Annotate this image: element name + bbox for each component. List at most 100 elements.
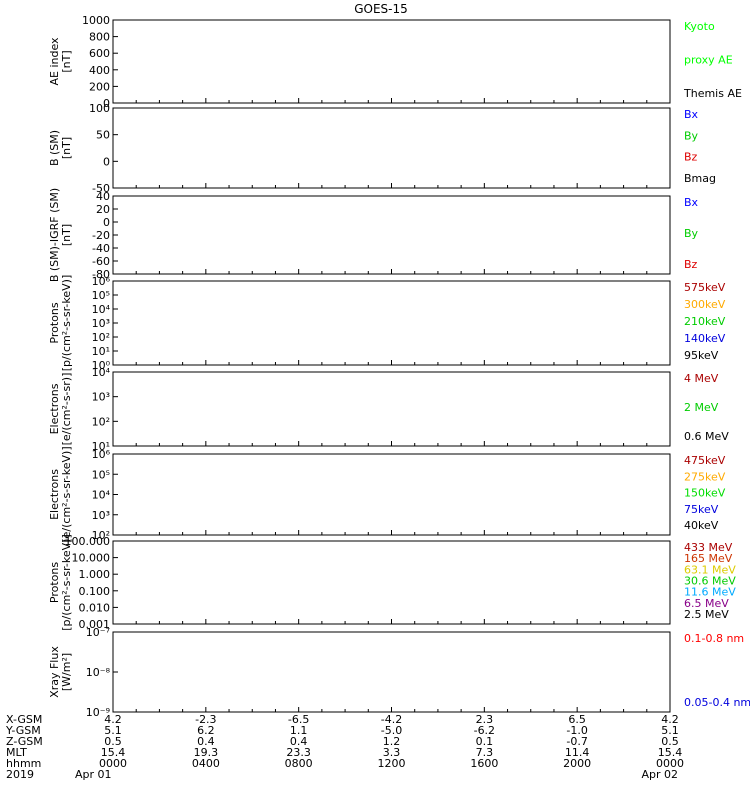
y-tick-label: 10⁵ <box>92 289 110 302</box>
ephem-cell: 0800 <box>285 757 313 770</box>
panel-frame <box>112 19 671 104</box>
ephem-cell: 1.2 <box>383 735 401 748</box>
ephem-cell: 1600 <box>470 757 498 770</box>
legend-entry: 30.6 MeV <box>684 575 736 588</box>
ephem-cell: 0.5 <box>104 735 122 748</box>
ephem-cell: 5.1 <box>661 724 679 737</box>
y-axis-label: Electrons[e/(cm²-s-sr-keV)] <box>48 446 73 542</box>
panel-frame <box>112 371 671 447</box>
y-tick-label: 0 <box>103 155 110 168</box>
ephem-cell: 15.4 <box>658 746 683 759</box>
ephem-cell: -6.5 <box>288 713 309 726</box>
legend-entry: 433 MeV <box>684 541 733 554</box>
ephem-cell: 1.1 <box>290 724 308 737</box>
y-tick-label: 100.000 <box>65 535 111 548</box>
y-axis-label: Protons[p/(cm²-s-sr-keV)] <box>48 275 73 372</box>
legend-entry: 4 MeV <box>684 372 719 385</box>
legend-entry: 11.6 MeV <box>684 586 736 599</box>
y-tick-label: 0.001 <box>79 618 111 631</box>
legend-entry: 575keV <box>684 281 726 294</box>
panel-frame <box>112 280 671 366</box>
y-axis-label: Protons[p/(cm²-s-sr-keV)] <box>48 534 73 631</box>
y-tick-label: -50 <box>92 182 110 195</box>
ephem-cell: 0400 <box>192 757 220 770</box>
legend-entry: Themis AE <box>683 87 742 100</box>
ephem-cell: 0.4 <box>197 735 215 748</box>
panel-frame <box>112 631 671 713</box>
ephem-cell: 0000 <box>656 757 684 770</box>
y-axis-label: Xray Flux[W/m²] <box>48 646 73 698</box>
legend-entry: 300keV <box>684 298 726 311</box>
ephem-cell: -0.7 <box>566 735 587 748</box>
y-tick-label: -40 <box>92 242 110 255</box>
ephem-cell: -5.0 <box>381 724 402 737</box>
panel-7: 10⁻⁷ 10⁻⁸ 10⁻⁹ Xray Flux[W/m²] 0.1-0.8 nm 0.0… <box>48 626 750 719</box>
y-tick-label: 0 <box>103 97 110 110</box>
y-tick-label: 10⁻⁹ <box>86 706 110 719</box>
legend-entry: By <box>684 227 699 240</box>
y-tick-label: 10⁴ <box>92 303 111 316</box>
legend-entry: Bmag <box>684 172 716 185</box>
y-tick-label: 400 <box>89 64 110 77</box>
legend-entry: 210keV <box>684 315 726 328</box>
legend-entry: 40keV <box>684 519 719 532</box>
legend-entry: proxy AE <box>684 54 733 67</box>
y-axis-label: AE index[nT] <box>48 37 73 86</box>
ephem-cell: 0000 <box>99 757 127 770</box>
panel-frame <box>112 453 671 536</box>
y-tick-label: 10¹ <box>92 345 110 358</box>
y-tick-label: 0.010 <box>79 601 111 614</box>
y-axis-label: Electrons[e/(cm²-s-sr)] <box>48 373 73 446</box>
legend-entry: 0.6 MeV <box>684 430 729 443</box>
y-tick-label: 40 <box>96 190 110 203</box>
y-tick-label: -20 <box>92 229 110 242</box>
ephem-cell: 15.4 <box>101 746 126 759</box>
legend-entry: 63.1 MeV <box>684 563 736 576</box>
legend-entry: 140keV <box>684 332 726 345</box>
y-tick-label: 800 <box>89 31 110 44</box>
ephem-row-label: Y-GSM <box>5 724 41 737</box>
y-tick-label: 600 <box>89 47 110 60</box>
legend-entry: 165 MeV <box>684 552 733 565</box>
ephem-cell: -4.2 <box>381 713 402 726</box>
legend-entry: Bx <box>684 108 699 121</box>
ephem-cell: 6.5 <box>568 713 586 726</box>
y-axis-label: B (SM)-IGRF (SM)[nT] <box>48 188 73 282</box>
y-axis-label: B (SM)[nT] <box>48 130 73 166</box>
ephem-cell: 1200 <box>378 757 406 770</box>
y-tick-label: 10⁴ <box>92 366 111 379</box>
ephem-cell: 2.3 <box>476 713 494 726</box>
panel-frame <box>112 195 671 275</box>
panel-6: 100.000 10.000 1.000 0.100 0.010 0.001 Protons… <box>48 534 736 631</box>
legend-entry: Kyoto <box>684 20 715 33</box>
y-tick-label: 10⁻⁷ <box>86 626 110 639</box>
ephem-cell: -6.2 <box>474 724 495 737</box>
y-tick-label: 10¹ <box>92 440 110 453</box>
ephem-row-label: X-GSM <box>6 713 42 726</box>
ephem-cell: 2000 <box>563 757 591 770</box>
panel-5: 10⁶ 10⁵ 10⁴ 10³ 10² Electrons[e/(cm²-s-sr-keV… <box>48 446 726 542</box>
legend-entry: 150keV <box>684 487 726 500</box>
y-tick-label: 10³ <box>92 391 110 404</box>
panel-4: 10⁴ 10³ 10² 10¹ Electrons[e/(cm²-s-sr)] 4 MeV… <box>48 366 729 453</box>
y-tick-label: 10⁵ <box>92 468 110 481</box>
ephem-cell: Apr 01 <box>75 768 112 781</box>
y-tick-label: 100 <box>89 102 110 115</box>
y-tick-label: 50 <box>96 129 110 142</box>
y-tick-label: 0.100 <box>79 585 111 598</box>
legend-entry: 2.5 MeV <box>684 608 729 621</box>
panel-1: 100 50 0 -50 B (SM)[nT] Bx By Bz Bmag <box>48 102 716 195</box>
y-tick-label: 1.000 <box>79 568 111 581</box>
legend-entry: 275keV <box>684 470 726 483</box>
ephem-cell: 0.4 <box>290 735 308 748</box>
ephem-cell: 0.5 <box>661 735 679 748</box>
ephem-cell: 4.2 <box>104 713 122 726</box>
y-tick-label: -60 <box>92 255 110 268</box>
ephem-cell: 6.2 <box>197 724 215 737</box>
ephem-cell: -1.0 <box>566 724 587 737</box>
ephem-cell: 7.3 <box>476 746 494 759</box>
ephem-row-label: MLT <box>6 746 27 759</box>
